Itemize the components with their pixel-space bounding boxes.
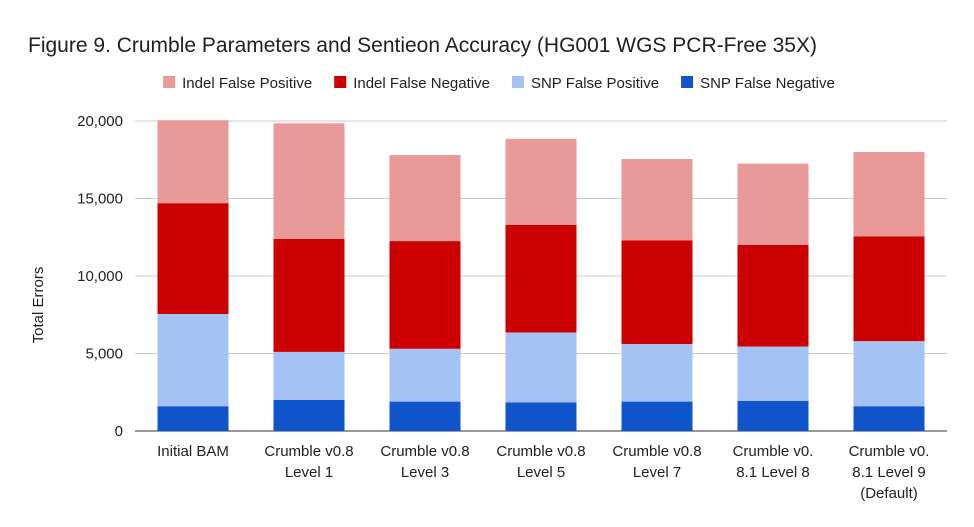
x-tick-label: Crumble v0.8 [612, 443, 701, 460]
bar-segment-snp-false-positive [273, 351, 345, 400]
legend-swatch [163, 76, 176, 88]
legend: Indel False Positive Indel False Negative… [163, 75, 835, 92]
legend-swatch [681, 76, 694, 88]
x-tick-label: Level 7 [633, 464, 681, 481]
y-tick-label: 0 [115, 423, 123, 440]
bar-segment-snp-false-positive [737, 346, 809, 401]
x-tick-label: Crumble v0.8 [496, 443, 585, 460]
y-tick-label: 10,000 [77, 268, 123, 285]
bar-segment-snp-false-positive [505, 332, 577, 403]
y-tick-label: 15,000 [77, 191, 123, 208]
x-tick-label: Level 3 [401, 464, 449, 481]
legend-swatch [511, 76, 524, 88]
bar-stack [621, 159, 693, 431]
bar-segment-indel-false-negative [505, 224, 577, 333]
bar-segment-indel-false-positive [853, 152, 925, 237]
bar-stack [389, 155, 461, 431]
bar-segment-snp-false-negative [273, 400, 345, 431]
bar-segment-snp-false-positive [389, 348, 461, 402]
legend-item-snp-false-negative: SNP False Negative [681, 75, 835, 92]
bar-segment-snp-false-positive [621, 344, 693, 402]
bar-segment-snp-false-negative [389, 401, 461, 431]
bar-segment-snp-false-negative [853, 406, 925, 431]
x-tick-label: Crumble v0.8 [264, 443, 353, 460]
legend-item-snp-false-positive: SNP False Positive [511, 75, 659, 92]
bar-segment-indel-false-negative [737, 245, 809, 347]
x-tick-label: Initial BAM [157, 443, 229, 460]
bar-segment-indel-false-negative [853, 236, 925, 342]
bar-stack [273, 123, 345, 431]
bar-segment-indel-false-negative [621, 240, 693, 345]
bar-segment-indel-false-negative [273, 238, 345, 352]
legend-item-indel-false-negative: Indel False Negative [334, 75, 490, 92]
bar-segment-indel-false-positive [737, 163, 809, 245]
legend-item-indel-false-positive: Indel False Positive [163, 75, 312, 92]
bar-segment-indel-false-positive [505, 138, 577, 225]
legend-label: Indel False Positive [182, 75, 312, 92]
x-tick-label: Crumble v0. [849, 443, 930, 460]
x-tick-label: 8.1 Level 8 [736, 464, 809, 481]
bars [157, 120, 925, 431]
bar-segment-indel-false-negative [157, 203, 229, 314]
bar-segment-indel-false-positive [273, 123, 345, 239]
bar-segment-indel-false-positive [389, 155, 461, 242]
x-tick-label: Crumble v0. [733, 443, 814, 460]
legend-label: SNP False Negative [700, 75, 835, 92]
y-tick-label: 5,000 [85, 346, 123, 363]
x-tick-label: Crumble v0.8 [380, 443, 469, 460]
y-axis-ticks: 0 5,000 10,000 15,000 20,000 [77, 113, 123, 440]
legend-swatch [334, 76, 347, 88]
y-tick-label: 20,000 [77, 113, 123, 130]
bar-segment-indel-false-positive [621, 159, 693, 241]
chart-title: Figure 9. Crumble Parameters and Sentieo… [28, 34, 817, 57]
x-tick-label: (Default) [860, 485, 918, 502]
bar-segment-snp-false-positive [853, 341, 925, 407]
bar-stack [853, 152, 925, 431]
x-tick-label: Level 1 [285, 464, 333, 481]
bar-segment-snp-false-negative [621, 401, 693, 431]
legend-label: Indel False Negative [353, 75, 490, 92]
bar-segment-snp-false-negative [737, 400, 809, 431]
x-tick-label: Level 5 [517, 464, 565, 481]
y-axis-title: Total Errors [30, 267, 47, 344]
bar-stack [157, 120, 229, 431]
bar-segment-snp-false-negative [157, 406, 229, 431]
x-tick-label: 8.1 Level 9 [852, 464, 925, 481]
bar-stack [505, 138, 577, 431]
bar-segment-indel-false-positive [157, 120, 229, 204]
bar-segment-snp-false-negative [505, 402, 577, 431]
legend-label: SNP False Positive [531, 75, 659, 92]
bar-segment-snp-false-positive [157, 314, 229, 407]
x-axis-labels: Initial BAM Crumble v0.8 Level 1 Crumble v0… [157, 443, 929, 502]
bar-segment-indel-false-negative [389, 241, 461, 349]
bar-stack [737, 163, 809, 431]
